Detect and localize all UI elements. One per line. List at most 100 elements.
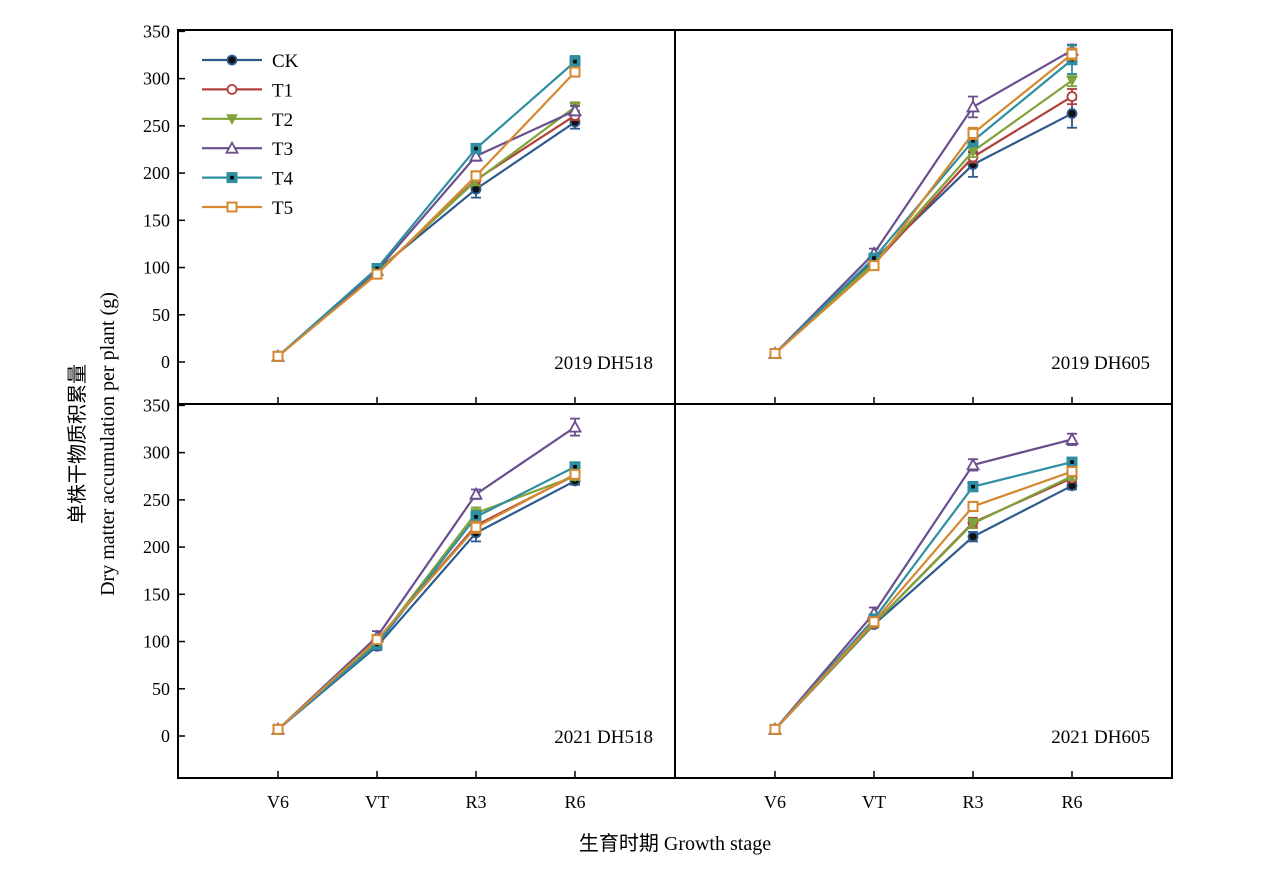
point-marker xyxy=(967,127,979,139)
y-tick-label: 300 xyxy=(143,69,170,89)
legend-label: T3 xyxy=(272,139,293,160)
y-axis-title-cn: 单株干物质积累量 xyxy=(66,364,89,524)
point-marker xyxy=(569,66,581,78)
legend-label: T2 xyxy=(272,110,293,131)
series-line xyxy=(774,438,1073,731)
series-line xyxy=(277,60,576,358)
point-marker xyxy=(226,114,238,125)
legend-item: T2 xyxy=(202,110,293,131)
y-tick-label: 300 xyxy=(143,443,170,463)
y-tick-label: 350 xyxy=(143,21,170,41)
series xyxy=(769,472,1078,735)
point-marker xyxy=(569,468,581,480)
point-marker xyxy=(468,148,484,162)
point-marker xyxy=(967,518,979,530)
point-marker-center xyxy=(1070,460,1074,464)
point-marker-center xyxy=(375,266,379,271)
point-marker-center xyxy=(971,484,975,489)
series xyxy=(769,47,1078,359)
series xyxy=(769,456,1078,735)
point-marker xyxy=(967,500,979,512)
point-marker xyxy=(567,419,583,433)
series xyxy=(769,480,1078,735)
point-marker xyxy=(468,486,484,500)
point-marker-center xyxy=(474,146,478,151)
point-marker-center xyxy=(971,139,975,143)
series xyxy=(272,114,581,362)
y-axis-title-en: Dry matter accumulation per plant (g) xyxy=(97,292,119,596)
legend-item: CK xyxy=(202,51,299,72)
point-marker xyxy=(224,140,240,154)
x-tick-label: R3 xyxy=(962,792,983,812)
point-marker xyxy=(272,723,284,735)
series-line xyxy=(277,473,576,731)
point-marker xyxy=(470,521,482,533)
point-marker xyxy=(1066,76,1078,87)
point-marker xyxy=(965,99,981,113)
point-marker xyxy=(371,268,383,280)
point-marker-center xyxy=(230,175,234,180)
series xyxy=(272,468,581,735)
point-marker xyxy=(226,54,238,66)
series-line xyxy=(774,112,1073,355)
point-marker xyxy=(769,347,781,359)
point-marker xyxy=(1064,432,1080,445)
series xyxy=(272,55,581,362)
y-tick-label: 200 xyxy=(143,163,170,183)
series-line xyxy=(277,465,576,731)
x-tick-label: VT xyxy=(365,792,389,812)
point-marker xyxy=(272,350,284,362)
series-line xyxy=(774,49,1073,355)
y-tick-label: 250 xyxy=(143,490,170,510)
legend-item: T1 xyxy=(202,80,293,101)
y-axis-title: 单株干物质积累量 Dry matter accumulation per pla… xyxy=(66,292,119,596)
point-marker xyxy=(1066,466,1078,478)
panel: 2021 DH518 xyxy=(270,417,653,748)
y-tick-label: 50 xyxy=(152,679,170,699)
point-marker xyxy=(567,103,583,117)
x-tick-label: R3 xyxy=(465,792,486,812)
point-marker xyxy=(226,84,238,95)
legend-item: T4 xyxy=(202,169,294,190)
point-marker-center xyxy=(872,256,876,260)
point-marker xyxy=(1066,91,1078,102)
panel-label: 2019 DH605 xyxy=(1051,353,1150,374)
x-tick-label: R6 xyxy=(564,792,585,812)
legend-label: T1 xyxy=(272,80,293,101)
series-line xyxy=(774,477,1073,731)
point-marker xyxy=(965,457,981,471)
series-line xyxy=(774,470,1073,731)
panel-label: 2021 DH605 xyxy=(1051,727,1150,748)
panel-label: 2021 DH518 xyxy=(554,727,653,748)
point-marker xyxy=(226,201,238,213)
series xyxy=(272,66,581,362)
point-marker xyxy=(470,170,482,182)
point-marker xyxy=(1066,108,1078,119)
y-tick-label: 0 xyxy=(161,726,170,746)
x-axis-title: 生育时期 Growth stage xyxy=(579,832,771,855)
axes: 0 50 100 150 200 250 300 350 0 50 100 150 200 250 300 3… xyxy=(143,21,1173,812)
legend: CK T1 T2 T3 T4 T5 xyxy=(202,51,299,219)
series-line xyxy=(774,484,1073,731)
series-line xyxy=(774,475,1073,731)
point-marker xyxy=(1066,48,1078,60)
series xyxy=(767,432,1080,735)
series-line xyxy=(277,121,576,358)
series-line xyxy=(277,71,576,358)
series xyxy=(769,98,1078,359)
panel: 2019 DH605 xyxy=(767,42,1150,374)
series-line xyxy=(774,53,1073,355)
x-tick-label: VT xyxy=(862,792,886,812)
legend-item: T3 xyxy=(202,139,293,160)
y-tick-label: 250 xyxy=(143,116,170,136)
point-marker-center xyxy=(573,59,577,64)
x-tick-label: V6 xyxy=(267,792,289,812)
series xyxy=(769,471,1078,736)
y-tick-label: 50 xyxy=(152,305,170,325)
point-marker-center xyxy=(573,464,577,469)
y-tick-label: 0 xyxy=(161,352,170,372)
panel: 2021 DH605 xyxy=(767,432,1150,748)
point-marker xyxy=(769,723,781,735)
panels: 2019 DH518 2019 DH605 2021 DH518 2021 DH605 xyxy=(270,42,1150,748)
